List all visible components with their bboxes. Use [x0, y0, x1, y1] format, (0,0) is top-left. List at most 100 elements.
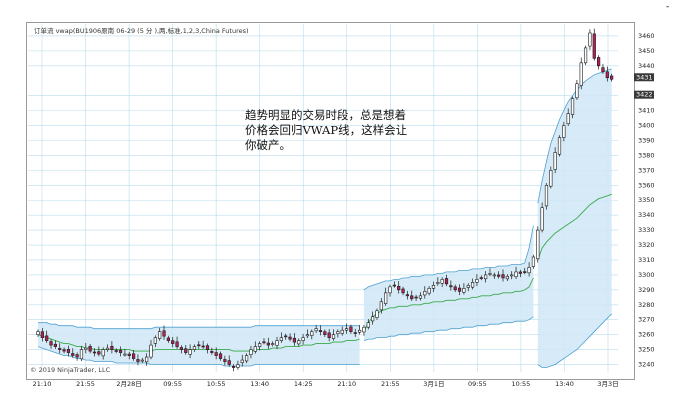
vwap-band-upper-line	[363, 225, 534, 291]
vwap-band-upper-line	[38, 322, 360, 330]
candle-body	[544, 185, 549, 207]
candle-body	[58, 348, 62, 350]
candle-body	[566, 113, 570, 125]
x-tick-label: 21:55	[381, 380, 400, 388]
candle-body	[549, 170, 553, 187]
y-tick-label: 3270	[638, 316, 655, 324]
candle-body	[175, 341, 179, 347]
candle-body	[340, 329, 344, 334]
candle-body	[314, 328, 318, 332]
candle-body	[188, 349, 192, 355]
candle-body	[184, 348, 188, 353]
candle-body	[275, 340, 279, 346]
vwap-band-fill	[537, 68, 612, 368]
candle-body	[492, 274, 496, 277]
vwap-line	[537, 193, 612, 261]
candle-body	[79, 349, 84, 360]
annotation-text: 趋势明显的交易时段，总是想着 价格会回归VWAP线，这样会让 你破产。	[245, 108, 407, 153]
candle-body	[271, 343, 275, 345]
candle-body	[497, 274, 501, 277]
candle-body	[605, 71, 609, 79]
candle-body	[110, 346, 114, 350]
candle-body	[488, 273, 492, 275]
candle-body	[344, 328, 349, 331]
candle-body	[510, 274, 514, 277]
candle-body	[101, 349, 105, 357]
candle-body	[536, 229, 540, 260]
candle-body	[71, 353, 75, 356]
candle-body	[575, 83, 579, 99]
candle-body	[423, 291, 427, 296]
candle-body	[470, 282, 475, 288]
x-tick-label: 10:55	[512, 380, 531, 388]
candle-body	[540, 207, 544, 231]
vwap-band-fill	[363, 225, 534, 341]
candle-body	[371, 316, 375, 322]
candle-body	[249, 349, 253, 355]
candle-body	[45, 335, 49, 341]
candle-body	[145, 356, 149, 363]
y-tick-label: 3310	[638, 256, 655, 264]
candle-body	[379, 301, 383, 311]
y-tick-label: 3460	[638, 32, 655, 40]
y-tick-label: 3240	[638, 361, 655, 369]
y-tick-label: 3390	[638, 136, 655, 144]
price-tag-label: 3431	[636, 73, 653, 81]
candle-body	[475, 279, 479, 283]
y-tick-label: 3440	[638, 62, 655, 70]
candle-body	[192, 346, 197, 350]
candle-body	[66, 348, 71, 353]
candle-body	[258, 343, 262, 347]
x-tick-label: 21:55	[76, 380, 95, 388]
candle-body	[284, 335, 288, 338]
y-tick-label: 3360	[638, 181, 655, 189]
candle-body	[588, 32, 592, 47]
candle-body	[240, 359, 244, 364]
candle-body	[88, 346, 92, 352]
candle-body	[179, 347, 184, 350]
candle-body	[375, 310, 379, 318]
candle-body	[49, 341, 53, 346]
candle-body	[140, 359, 144, 362]
candle-body	[418, 295, 423, 299]
candle-body	[531, 256, 536, 267]
candle-body	[327, 332, 331, 338]
x-tick-label: 3月1日	[423, 380, 444, 388]
candle-body	[353, 332, 357, 334]
candle-body	[75, 354, 79, 358]
candle-body	[132, 353, 136, 359]
candle-body	[318, 330, 323, 332]
corner-mark: -	[666, 2, 670, 12]
candle-body	[171, 340, 175, 344]
y-tick-label: 3250	[638, 346, 655, 354]
candle-body	[384, 292, 388, 304]
candle-body	[331, 334, 336, 339]
candle-body	[301, 337, 305, 341]
vwap-band-lower-line	[537, 313, 612, 368]
candle-body	[149, 344, 153, 358]
x-tick-label: 09:55	[468, 380, 487, 388]
y-tick-label: 3280	[638, 301, 655, 309]
candle-body	[297, 340, 301, 345]
y-tick-label: 3450	[638, 47, 655, 55]
candle-body	[366, 322, 370, 328]
candle-body	[449, 285, 453, 288]
vwap-band-lower-line	[363, 316, 534, 341]
candle-body	[118, 349, 123, 353]
chart-frame	[26, 22, 635, 380]
y-tick-label: 3300	[638, 271, 655, 279]
candle-body	[357, 329, 362, 333]
candle-body	[349, 326, 353, 332]
candle-body	[84, 347, 88, 350]
vwap-line	[363, 277, 534, 332]
y-tick-label: 3330	[638, 226, 655, 234]
annotation-line-3: 你破产。	[245, 138, 291, 152]
candle-body	[601, 67, 605, 73]
candle-body	[401, 288, 405, 294]
candle-body	[362, 326, 366, 333]
candle-body	[92, 351, 97, 354]
candle-body	[444, 278, 449, 285]
candle-body	[127, 353, 131, 356]
candle-body	[484, 274, 488, 280]
